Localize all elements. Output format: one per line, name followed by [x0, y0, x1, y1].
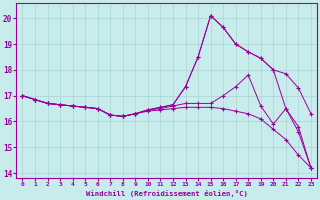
X-axis label: Windchill (Refroidissement éolien,°C): Windchill (Refroidissement éolien,°C) [86, 190, 248, 197]
